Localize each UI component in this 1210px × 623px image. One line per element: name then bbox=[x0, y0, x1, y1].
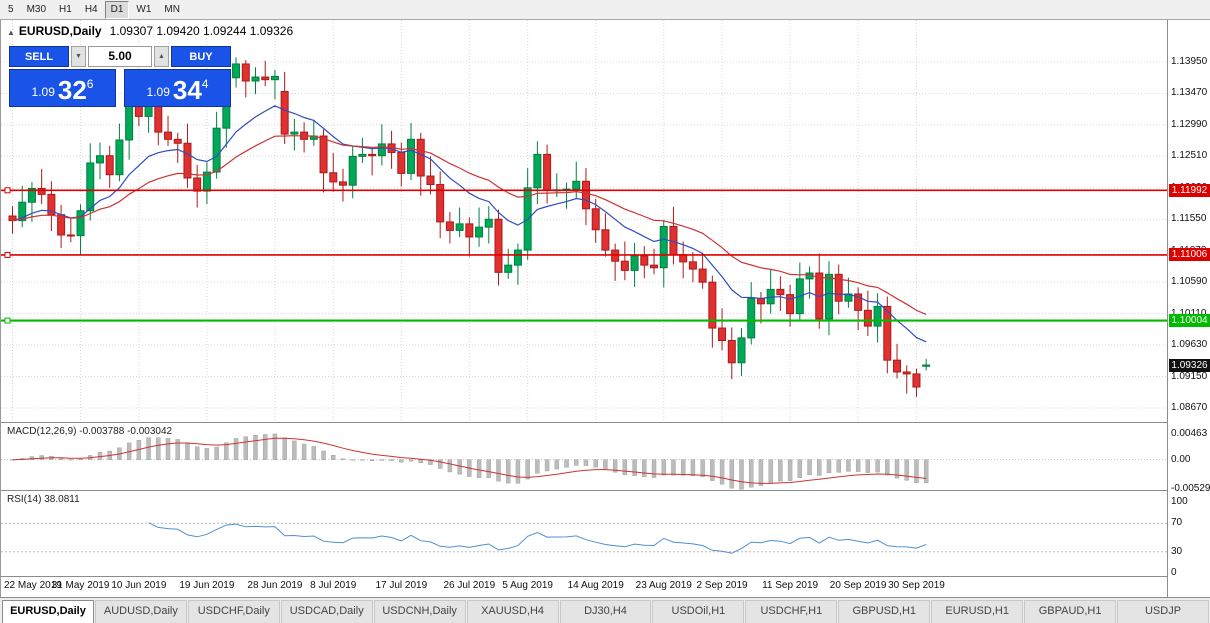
chart-tab-11[interactable]: GBPAUD,H1 bbox=[1024, 600, 1117, 623]
time-axis[interactable]: 22 May 2019 31 May 2019 10 Jun 2019 19 Jun … bbox=[1, 577, 1167, 597]
date-axis-label: 30 Sep 2019 bbox=[888, 580, 945, 591]
chart-window[interactable]: ▲ EURUSD,Daily 1.09307 1.09420 1.09244 1.0… bbox=[0, 20, 1210, 597]
chart-tab-9[interactable]: GBPUSD,H1 bbox=[838, 600, 931, 623]
panel-separator[interactable] bbox=[1, 490, 1210, 491]
chart-tab-4[interactable]: USDCNH,Daily bbox=[373, 600, 466, 623]
one-click-trading-panel: SELL ▼ 5.00 ▲ BUY 1.09 32 6 1.09 34 4 bbox=[9, 46, 231, 107]
buy-button[interactable]: BUY bbox=[171, 46, 231, 67]
timeframe-button-h4[interactable]: H4 bbox=[84, 3, 98, 15]
rsi-axis-label: 100 bbox=[1171, 496, 1188, 507]
panel-separator[interactable] bbox=[1, 422, 1210, 423]
price-axis[interactable]: 1.139501.134701.129901.125101.120301.115… bbox=[1167, 20, 1210, 597]
date-axis-label: 19 Jun 2019 bbox=[179, 580, 235, 591]
price-axis-label: 1.12510 bbox=[1171, 150, 1208, 162]
date-axis-label: 28 Jun 2019 bbox=[247, 580, 303, 591]
date-axis-label: 20 Sep 2019 bbox=[829, 580, 887, 591]
date-axis-label: 26 Jul 2019 bbox=[443, 580, 496, 591]
chart-tabs-bar: EURUSD,Daily AUDUSD,Daily USDCHF,Daily USDC… bbox=[0, 597, 1210, 623]
date-axis-label: 5 Aug 2019 bbox=[502, 580, 553, 591]
chart-ohlc-values: 1.09307 1.09420 1.09244 1.09326 bbox=[109, 24, 294, 38]
chart-tab-10[interactable]: EURUSD,H1 bbox=[931, 600, 1024, 623]
rsi-axis-label: 0 bbox=[1171, 567, 1177, 578]
chart-symbol-label: EURUSD,Daily bbox=[18, 24, 102, 38]
macd-indicator-label: MACD(12,26,9) -0.003788 -0.003042 bbox=[7, 426, 173, 437]
date-axis-label: 8 Jul 2019 bbox=[310, 580, 357, 591]
date-axis-label: 31 May 2019 bbox=[51, 580, 110, 591]
timeframe-button-5[interactable]: 5 bbox=[8, 3, 14, 15]
macd-axis-label: -0.00529 bbox=[1171, 483, 1210, 494]
date-axis-label: 22 May 2019 bbox=[4, 580, 62, 591]
chart-tab-0[interactable]: EURUSD,Daily bbox=[2, 600, 94, 623]
price-line-badge: 1.11992 bbox=[1169, 183, 1210, 197]
date-axis-label: 2 Sep 2019 bbox=[696, 580, 748, 591]
price-axis-label: 1.13950 bbox=[1171, 56, 1208, 67]
timeframe-button-mn[interactable]: MN bbox=[164, 3, 180, 15]
price-axis-label: 1.10590 bbox=[1171, 276, 1208, 288]
collapse-panel-icon[interactable]: ▲ bbox=[7, 28, 15, 37]
volume-increase-button[interactable]: ▲ bbox=[154, 46, 169, 67]
sell-price-button[interactable]: 1.09 32 6 bbox=[9, 69, 116, 107]
sell-price-main: 32 bbox=[57, 75, 87, 105]
chart-tab-5[interactable]: XAUUSD,H4 bbox=[466, 600, 559, 623]
timeframe-button-m30[interactable]: M30 bbox=[26, 3, 47, 15]
current-price-badge: 1.09326 bbox=[1169, 358, 1210, 372]
chart-tab-8[interactable]: USDCHF,H1 bbox=[745, 600, 838, 623]
price-axis-label: 1.10110 bbox=[1171, 308, 1206, 319]
sell-button[interactable]: SELL bbox=[9, 46, 69, 67]
buy-price-main: 34 bbox=[172, 75, 202, 105]
price-line-badge: 1.10004 bbox=[1169, 314, 1210, 328]
panel-separator[interactable] bbox=[1, 576, 1210, 577]
rsi-panel-canvas[interactable] bbox=[1, 491, 1167, 576]
price-line-badge: 1.11006 bbox=[1169, 248, 1210, 262]
price-axis-label: 1.09630 bbox=[1171, 339, 1208, 351]
volume-input[interactable]: 5.00 bbox=[88, 46, 152, 67]
price-axis-label: 1.09150 bbox=[1171, 370, 1208, 382]
date-axis-label: 23 Aug 2019 bbox=[635, 580, 692, 591]
timeframe-button-w1[interactable]: W1 bbox=[136, 3, 152, 15]
price-axis-label: 1.08670 bbox=[1171, 402, 1208, 413]
rsi-indicator-label: RSI(14) 38.0811 bbox=[7, 494, 80, 505]
timeframe-toolbar: 5 M30 H1 H4 D1 W1 MN bbox=[0, 0, 1210, 20]
volume-decrease-button[interactable]: ▼ bbox=[71, 46, 86, 67]
buy-price-head: 1.09 bbox=[146, 85, 170, 99]
chart-tab-12[interactable]: USDJP bbox=[1117, 600, 1209, 623]
date-axis-label: 10 Jun 2019 bbox=[111, 580, 167, 591]
price-axis-label: 1.12990 bbox=[1171, 118, 1208, 130]
chart-tab-6[interactable]: DJ30,H4 bbox=[559, 600, 652, 623]
macd-panel-canvas[interactable] bbox=[1, 423, 1167, 490]
price-axis-label: 1.11550 bbox=[1171, 213, 1207, 225]
sell-price-head: 1.09 bbox=[31, 85, 55, 99]
rsi-axis-label: 70 bbox=[1171, 517, 1183, 529]
buy-price-button[interactable]: 1.09 34 4 bbox=[124, 69, 231, 107]
chart-tab-3[interactable]: USDCAD,Daily bbox=[280, 600, 373, 623]
macd-axis-label: 0.00 bbox=[1171, 453, 1191, 465]
timeframe-button-h1[interactable]: H1 bbox=[59, 3, 72, 15]
price-axis-label: 1.13470 bbox=[1171, 87, 1208, 99]
buy-price-sup: 4 bbox=[201, 77, 209, 91]
sell-price-sup: 6 bbox=[86, 77, 94, 91]
rsi-axis-label: 30 bbox=[1171, 545, 1183, 557]
date-axis-label: 11 Sep 2019 bbox=[762, 580, 819, 591]
date-axis-label: 14 Aug 2019 bbox=[567, 580, 624, 591]
chart-title: ▲ EURUSD,Daily 1.09307 1.09420 1.09244 1.0… bbox=[7, 24, 293, 38]
price-chart-canvas[interactable] bbox=[1, 20, 1167, 422]
chart-tab-7[interactable]: USDOil,H1 bbox=[652, 600, 745, 623]
macd-axis-label: 0.00463 bbox=[1171, 428, 1208, 439]
date-axis-label: 17 Jul 2019 bbox=[375, 580, 428, 591]
timeframe-button-d1[interactable]: D1 bbox=[104, 0, 130, 19]
chart-tab-2[interactable]: USDCHF,Daily bbox=[187, 600, 280, 623]
chart-tab-1[interactable]: AUDUSD,Daily bbox=[94, 600, 187, 623]
